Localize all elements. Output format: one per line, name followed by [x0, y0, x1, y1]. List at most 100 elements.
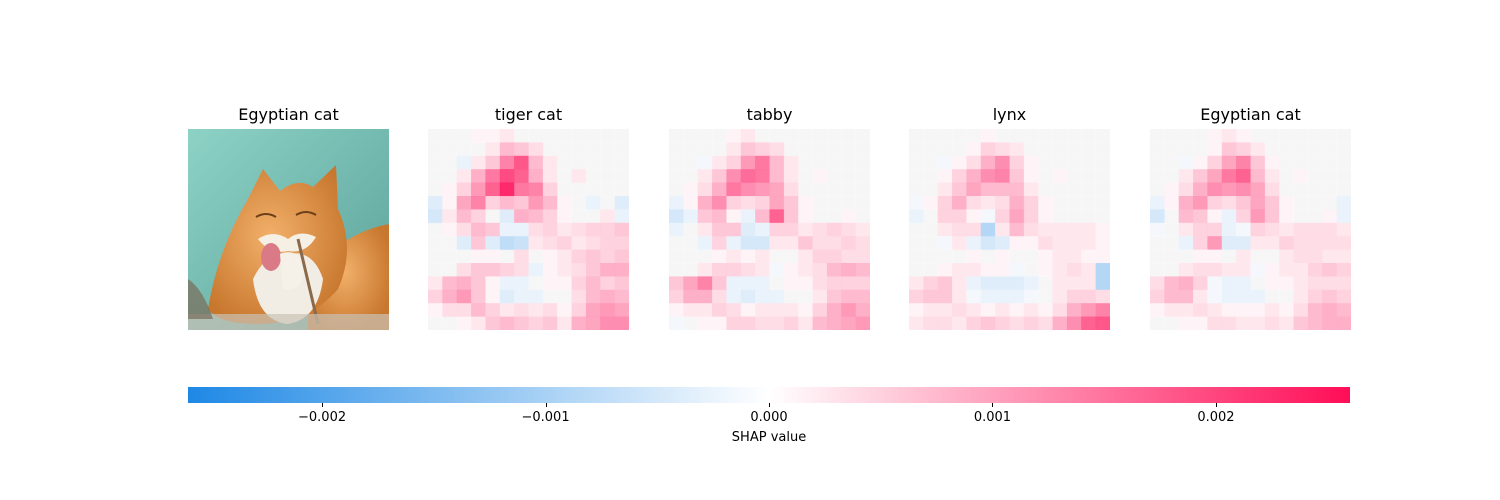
heatmap-cell [1236, 263, 1251, 277]
heatmap-cell [697, 276, 713, 291]
heatmap-cell [1336, 169, 1351, 184]
heatmap-cell [937, 289, 953, 304]
heatmap-cell [683, 236, 699, 251]
heatmap-cell [514, 209, 529, 224]
heatmap-cell [557, 316, 573, 330]
heatmap-cell [614, 236, 629, 251]
heatmap-cell [769, 169, 785, 184]
heatmap-cell [697, 303, 713, 318]
heatmap-cell [442, 129, 458, 143]
heatmap-cell [1279, 316, 1295, 330]
heatmap-cell [952, 169, 967, 184]
heatmap-cell [456, 316, 472, 330]
heatmap-cell [456, 155, 472, 170]
heatmap-cell [1150, 276, 1165, 291]
heatmap-cell [952, 196, 967, 210]
heatmap-cell [683, 222, 699, 237]
heatmap-cell [826, 129, 842, 143]
heatmap-cell [428, 142, 443, 157]
heatmap-cell [1336, 263, 1351, 277]
heatmap-cell [1264, 289, 1280, 304]
heatmap-cell [528, 289, 544, 304]
heatmap-cell [755, 289, 770, 304]
heatmap-cell [442, 169, 458, 184]
heatmap-cell [783, 169, 799, 184]
heatmap-cell [980, 236, 996, 251]
heatmap-cell [1066, 263, 1082, 277]
heatmap-cell [1164, 303, 1180, 318]
heatmap-cell [826, 209, 842, 224]
heatmap-cell [514, 289, 529, 304]
image-floor [188, 314, 389, 330]
heatmap-cell [1193, 155, 1208, 170]
heatmap-cell [571, 196, 587, 210]
heatmap-cell [798, 289, 814, 304]
heatmap-cell [855, 196, 870, 210]
heatmap-cell [923, 249, 939, 264]
heatmap-cell [1081, 222, 1097, 237]
heatmap-cell [1193, 129, 1208, 143]
heatmap-cell [1236, 209, 1251, 224]
heatmap-cell [980, 316, 996, 330]
heatmap-cell [841, 196, 857, 210]
heatmap-cell [571, 289, 587, 304]
heatmap-cell [826, 169, 842, 184]
heatmap-cell [1207, 249, 1223, 264]
heatmap-cell [456, 129, 472, 143]
heatmap-cell [937, 155, 953, 170]
heatmap-cell [542, 169, 558, 184]
heatmap-cell [614, 209, 629, 224]
heatmap-cell [471, 155, 486, 170]
heatmap-cell [528, 222, 544, 237]
heatmap-cell [1264, 222, 1280, 237]
heatmap-cell [841, 129, 857, 143]
heatmap-cell [1293, 129, 1309, 143]
heatmap-cell [456, 182, 472, 197]
heatmap-cell [456, 169, 472, 184]
heatmap-cell [428, 196, 443, 210]
heatmap-cell [826, 276, 842, 291]
heatmap-cell [499, 249, 515, 264]
heatmap-cell [812, 263, 828, 277]
heatmap-cell [726, 316, 742, 330]
heatmap-cell [966, 196, 982, 210]
heatmap-cell [783, 196, 799, 210]
heatmap-cell [855, 182, 870, 197]
heatmap-cell [855, 222, 870, 237]
heatmap-cell [1336, 142, 1351, 157]
heatmap-cell [966, 303, 982, 318]
heatmap-cell [1207, 222, 1223, 237]
heatmap-cell [740, 263, 756, 277]
heatmap-cell [485, 236, 501, 251]
heatmap-cell [909, 209, 924, 224]
heatmap-cell [600, 303, 616, 318]
heatmap-cell [557, 142, 573, 157]
heatmap-cell [755, 263, 770, 277]
heatmap-cell [1164, 196, 1180, 210]
heatmap-cell [798, 276, 814, 291]
heatmap-cell [798, 142, 814, 157]
heatmap-cell [855, 276, 870, 291]
heatmap-cell [669, 155, 684, 170]
heatmap-cell [1150, 263, 1165, 277]
heatmap-cell [783, 236, 799, 251]
heatmap-cell [1066, 209, 1082, 224]
shap-heatmap-4 [1150, 129, 1351, 330]
heatmap-cell [726, 276, 742, 291]
heatmap-cell [812, 142, 828, 157]
shap-colorbar [188, 387, 1350, 403]
heatmap-cell [514, 155, 529, 170]
heatmap-cell [557, 155, 573, 170]
heatmap-cell [1336, 276, 1351, 291]
shap-heatmap-3 [909, 129, 1110, 330]
heatmap-cell [456, 289, 472, 304]
heatmap-cell [740, 289, 756, 304]
heatmap-cell [428, 182, 443, 197]
heatmap-cell [923, 169, 939, 184]
heatmap-cell [1081, 196, 1097, 210]
heatmap-cell [614, 129, 629, 143]
heatmap-cell [995, 316, 1010, 330]
image-shadow [188, 279, 213, 319]
heatmap-cell [1207, 196, 1223, 210]
heatmap-cell [812, 222, 828, 237]
